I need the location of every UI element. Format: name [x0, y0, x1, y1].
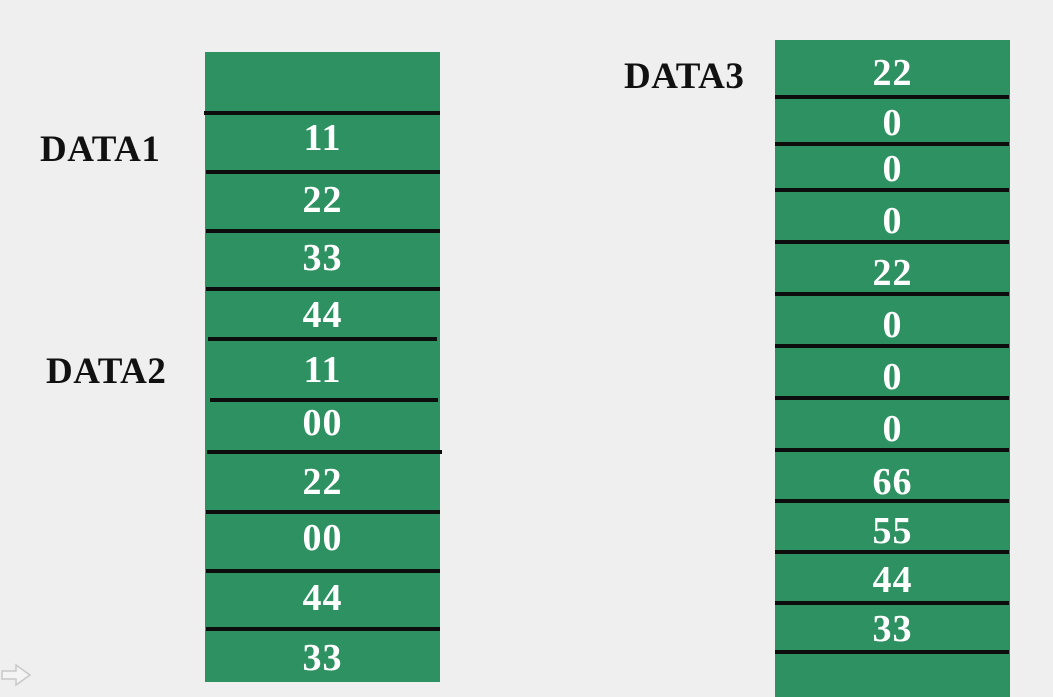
memory-cell: 0 [882, 102, 903, 144]
memory-cell: 66 [872, 461, 913, 503]
arrow-right-icon[interactable] [0, 660, 34, 690]
cell-divider [206, 170, 440, 174]
cell-divider [206, 569, 440, 573]
cell-divider [775, 142, 1009, 146]
cell-divider [208, 337, 437, 341]
cell-divider [204, 111, 440, 115]
memory-cell: 0 [882, 200, 903, 242]
cell-divider [775, 344, 1009, 348]
cell-divider [775, 95, 1009, 99]
cell-divider [206, 229, 440, 233]
cell-divider [775, 240, 1009, 244]
memory-cell: 44 [872, 559, 913, 601]
memory-cell: 0 [882, 304, 903, 346]
memory-cell: 11 [303, 117, 342, 159]
cell-divider [207, 450, 442, 454]
memory-cell: 22 [302, 179, 343, 221]
memory-cell: 22 [872, 252, 913, 294]
memory-cell: 0 [882, 408, 903, 450]
memory-cell: 44 [302, 577, 343, 619]
memory-cell: 33 [302, 237, 343, 279]
cell-divider [206, 510, 440, 514]
cell-divider [206, 287, 440, 291]
cell-divider [775, 601, 1009, 605]
memory-cell: 22 [302, 461, 343, 503]
memory-cell: 11 [303, 349, 342, 391]
memory-cell: 00 [302, 517, 343, 559]
memory-cell: 00 [302, 402, 343, 444]
cell-divider [206, 627, 440, 631]
data1-label: DATA1 [40, 129, 161, 170]
cell-divider [775, 499, 1009, 503]
cell-divider [775, 188, 1009, 192]
memory-column-right: 22 0 0 0 22 0 0 0 66 55 44 33 [775, 40, 1010, 697]
memory-cell: 44 [302, 294, 343, 336]
memory-cell: 33 [302, 637, 343, 679]
cell-divider [775, 550, 1009, 554]
memory-cell: 22 [872, 52, 913, 94]
cell-divider [775, 292, 1009, 296]
memory-cell: 0 [882, 356, 903, 398]
cell-divider [775, 650, 1009, 654]
memory-cell: 33 [872, 608, 913, 650]
cell-divider [775, 448, 1009, 452]
cell-divider [775, 396, 1009, 400]
cell-divider [210, 398, 438, 402]
data2-label: DATA2 [46, 351, 167, 392]
memory-column-left: 11 22 33 44 11 00 22 00 44 33 [205, 52, 440, 682]
memory-cell: 55 [872, 510, 913, 552]
memory-cell: 0 [882, 148, 903, 190]
data3-label: DATA3 [624, 56, 745, 97]
